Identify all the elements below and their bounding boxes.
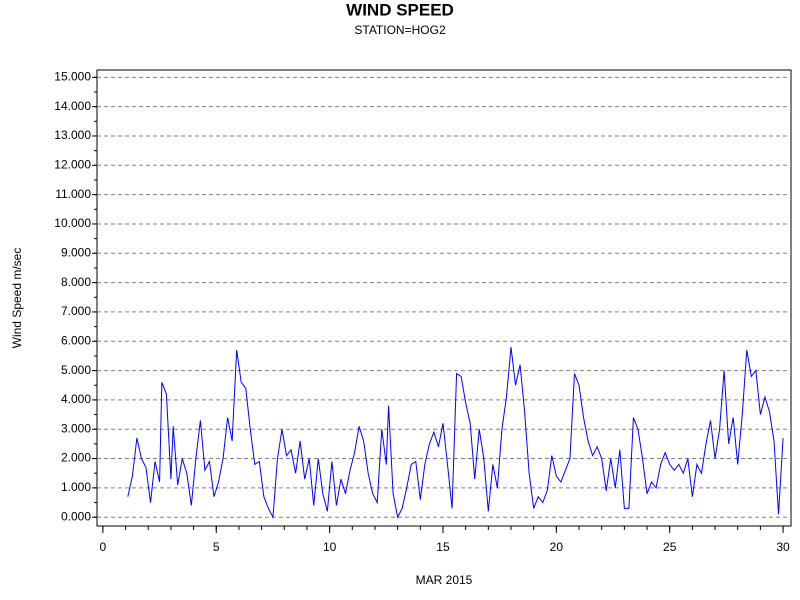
x-tick-label: 25 — [663, 540, 677, 554]
y-tick-label: 13.000 — [54, 128, 91, 142]
x-tick-label: 0 — [100, 540, 107, 554]
y-tick-label: 1.000 — [61, 480, 91, 494]
x-tick-label: 20 — [550, 540, 564, 554]
x-tick-label: 15 — [436, 540, 450, 554]
x-tick-label: 5 — [213, 540, 220, 554]
y-tick-label: 14.000 — [54, 99, 91, 113]
y-tick-label: 10.000 — [54, 216, 91, 230]
x-axis-label: MAR 2015 — [416, 573, 473, 587]
y-tick-label: 7.000 — [61, 304, 91, 318]
y-tick-label: 6.000 — [61, 333, 91, 347]
chart-title: WIND SPEED — [346, 0, 454, 19]
x-tick-label: 30 — [776, 540, 790, 554]
plot-frame — [96, 69, 792, 527]
wind-speed-line — [127, 347, 784, 519]
chart-subtitle: STATION=HOG2 — [354, 23, 446, 37]
y-tick-label: 15.000 — [54, 70, 91, 84]
y-tick-label: 3.000 — [61, 421, 91, 435]
y-tick-label: 2.000 — [61, 451, 91, 465]
y-tick-label: 9.000 — [61, 245, 91, 259]
y-tick-label: 5.000 — [61, 363, 91, 377]
y-tick-label: 11.000 — [55, 187, 91, 201]
y-tick-label: 0.000 — [61, 509, 91, 523]
y-tick-label: 12.000 — [54, 157, 91, 171]
y-tick-label: 8.000 — [61, 275, 91, 289]
y-axis-label: Wind Speed m/sec — [10, 248, 24, 349]
x-tick-label: 10 — [323, 540, 337, 554]
y-tick-label: 4.000 — [61, 392, 91, 406]
